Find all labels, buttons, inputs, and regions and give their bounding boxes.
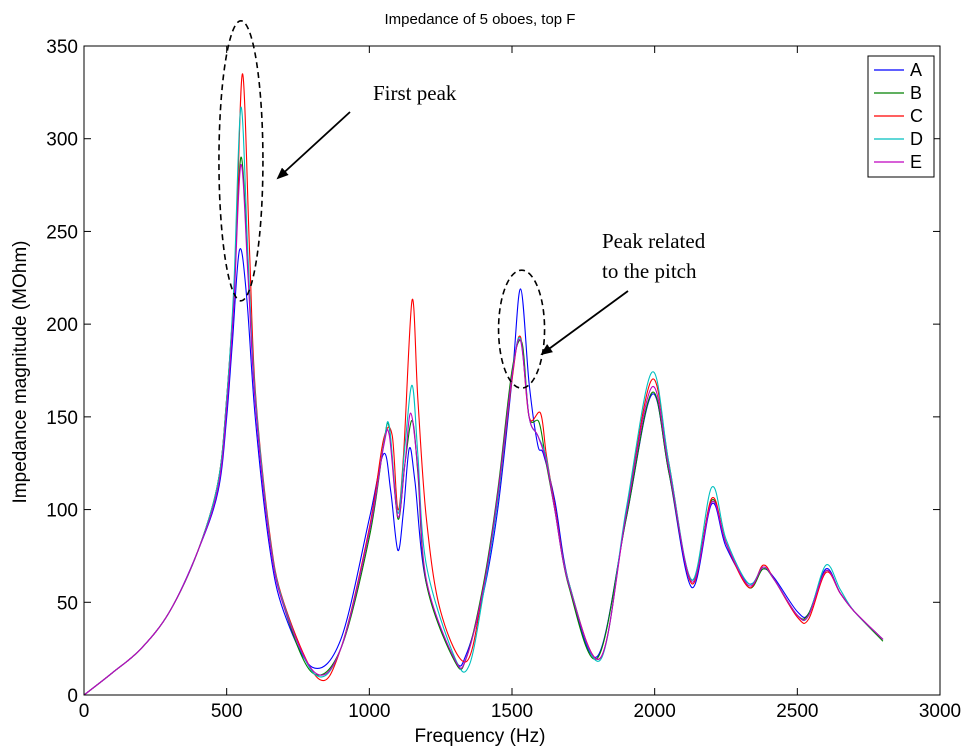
legend-label-c: C — [910, 106, 923, 126]
y-tick-label: 150 — [46, 408, 78, 429]
pitch-peak-label-line: to the pitch — [602, 259, 697, 283]
pitch-peak-label-line: Peak related — [602, 229, 706, 253]
y-tick-label: 200 — [46, 315, 78, 336]
legend-label-b: B — [910, 83, 922, 103]
x-tick-label: 2000 — [634, 701, 676, 722]
x-tick-label: 0 — [79, 701, 90, 722]
x-axis-label: Frequency (Hz) — [415, 726, 546, 747]
first-peak-label: First peak — [373, 81, 457, 105]
first-peak-ellipse — [218, 20, 264, 302]
series-line-e — [83, 164, 884, 696]
plot-lines — [83, 73, 884, 696]
y-tick-label: 350 — [46, 37, 78, 58]
annotations: First peak Peak related to the pitch — [218, 20, 706, 389]
x-tick-label: 3000 — [919, 701, 961, 722]
y-tick-label: 0 — [67, 686, 78, 707]
pitch-peak-ellipse — [497, 269, 546, 389]
legend-label-d: D — [910, 129, 923, 149]
y-tick-label: 250 — [46, 222, 78, 243]
axis-ticks: 0 500 1000 1500 2000 2500 3000 0 50 100 150 200 250 3… — [46, 37, 961, 722]
chart-title: Impedance of 5 oboes, top F — [385, 11, 576, 28]
y-tick-label: 50 — [57, 593, 78, 614]
y-tick-label: 100 — [46, 501, 78, 522]
y-axis-label: Impedance magnitude (MOhm) — [10, 241, 31, 504]
pitch-peak-arrow — [540, 290, 629, 356]
x-tick-label: 2500 — [776, 701, 818, 722]
legend-label-a: A — [910, 60, 922, 80]
series-line-c — [83, 73, 884, 696]
x-tick-label: 500 — [211, 701, 243, 722]
first-peak-arrow — [276, 111, 351, 180]
legend-label-e: E — [910, 152, 922, 172]
x-tick-label: 1000 — [348, 701, 390, 722]
series-line-d — [83, 106, 884, 696]
y-tick-label: 300 — [46, 130, 78, 151]
x-tick-label: 1500 — [491, 701, 533, 722]
